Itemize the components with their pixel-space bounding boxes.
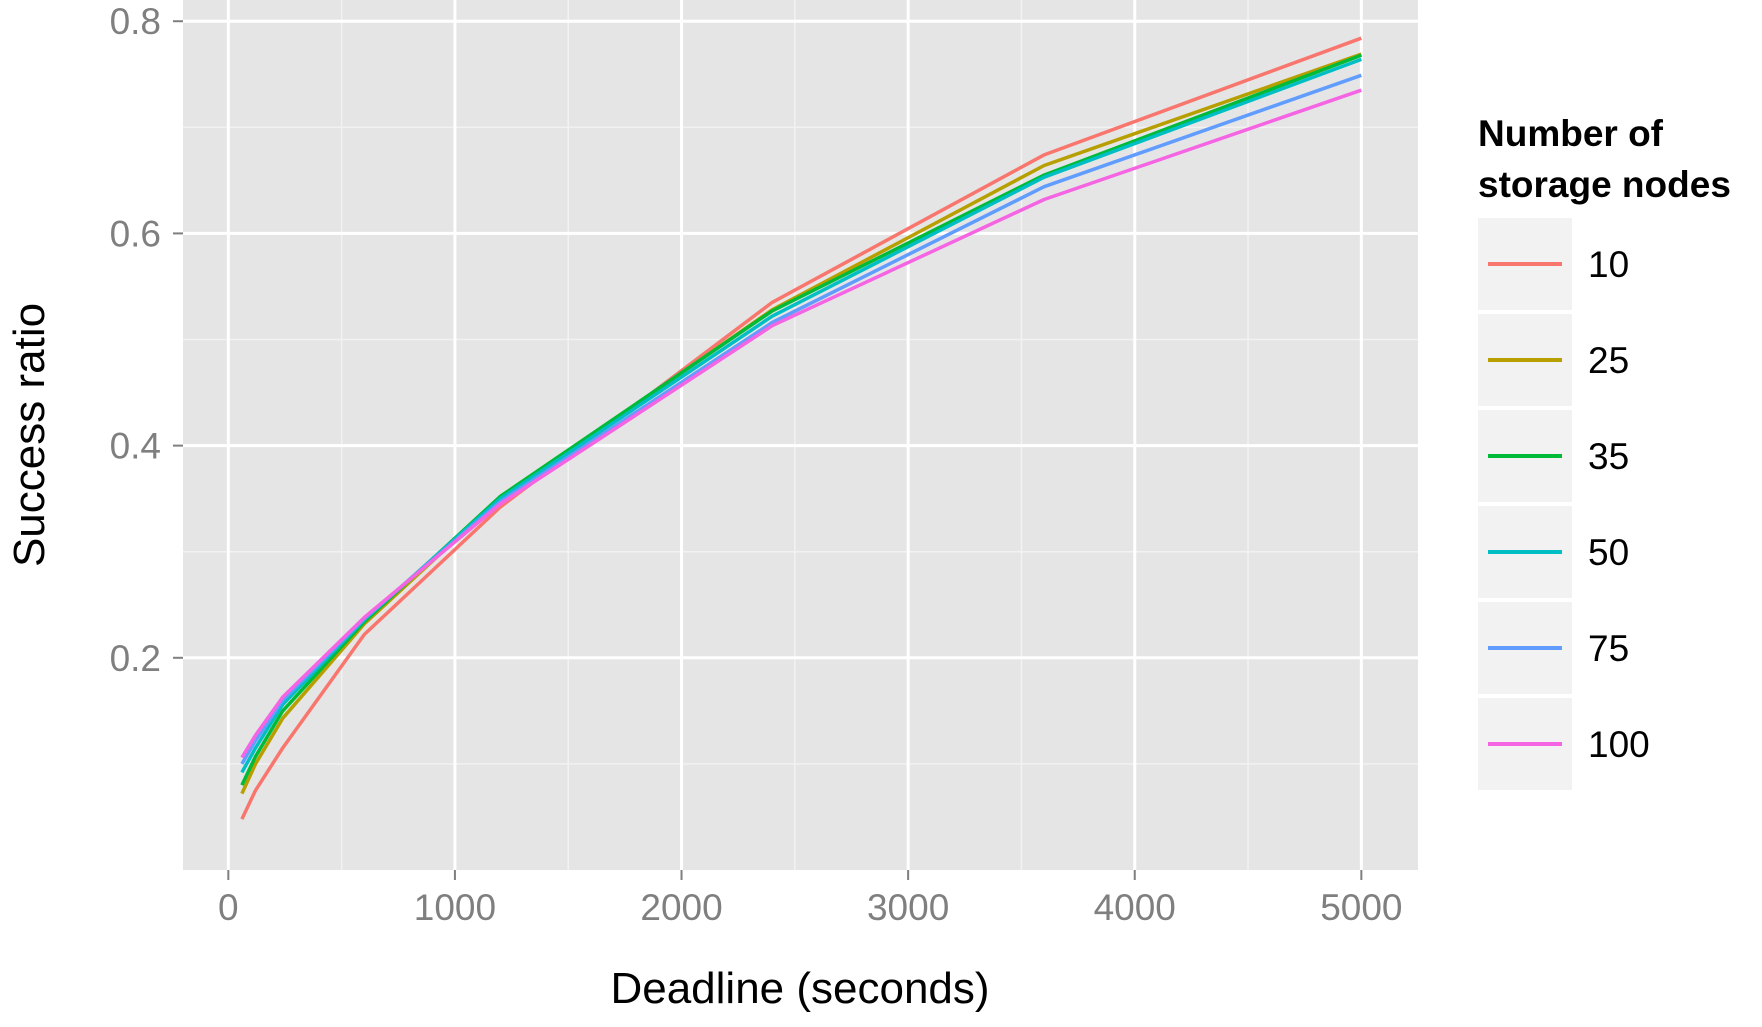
x-tick-labels: 0 1000 2000 3000 4000 5000 <box>218 887 1402 928</box>
axis-ticks <box>173 20 1363 880</box>
legend-title-line-2: storage nodes <box>1478 164 1731 205</box>
legend-label-100: 100 <box>1588 724 1650 765</box>
x-tick-label: 5000 <box>1320 887 1402 928</box>
x-tick-label: 2000 <box>640 887 722 928</box>
plot-panel <box>183 0 1418 870</box>
y-axis-title: Success ratio <box>5 303 54 567</box>
x-tick-label: 0 <box>218 887 239 928</box>
legend-label-75: 75 <box>1588 628 1629 669</box>
series-line-10 <box>240 36 1362 820</box>
series-lines <box>240 36 1362 820</box>
legend: Number of storage nodes 10 25 35 50 75 100 <box>1478 113 1731 790</box>
legend-items: 10 25 35 50 75 100 <box>1478 218 1650 790</box>
y-tick-label: 0.4 <box>110 426 161 467</box>
legend-label-25: 25 <box>1588 340 1629 381</box>
legend-label-50: 50 <box>1588 532 1629 573</box>
series-line-100 <box>240 88 1362 759</box>
legend-title-line-1: Number of <box>1478 113 1664 154</box>
legend-label-35: 35 <box>1588 436 1629 477</box>
grid-major <box>183 0 1418 870</box>
x-tick-label: 4000 <box>1094 887 1176 928</box>
x-tick-label: 3000 <box>867 887 949 928</box>
y-tick-label: 0.2 <box>110 638 161 679</box>
y-tick-labels: 0.2 0.4 0.6 0.8 <box>110 1 161 679</box>
x-tick-label: 1000 <box>414 887 496 928</box>
y-tick-label: 0.8 <box>110 1 161 42</box>
x-axis-title: Deadline (seconds) <box>610 964 989 1013</box>
y-tick-label: 0.6 <box>110 213 161 254</box>
legend-label-10: 10 <box>1588 244 1629 285</box>
